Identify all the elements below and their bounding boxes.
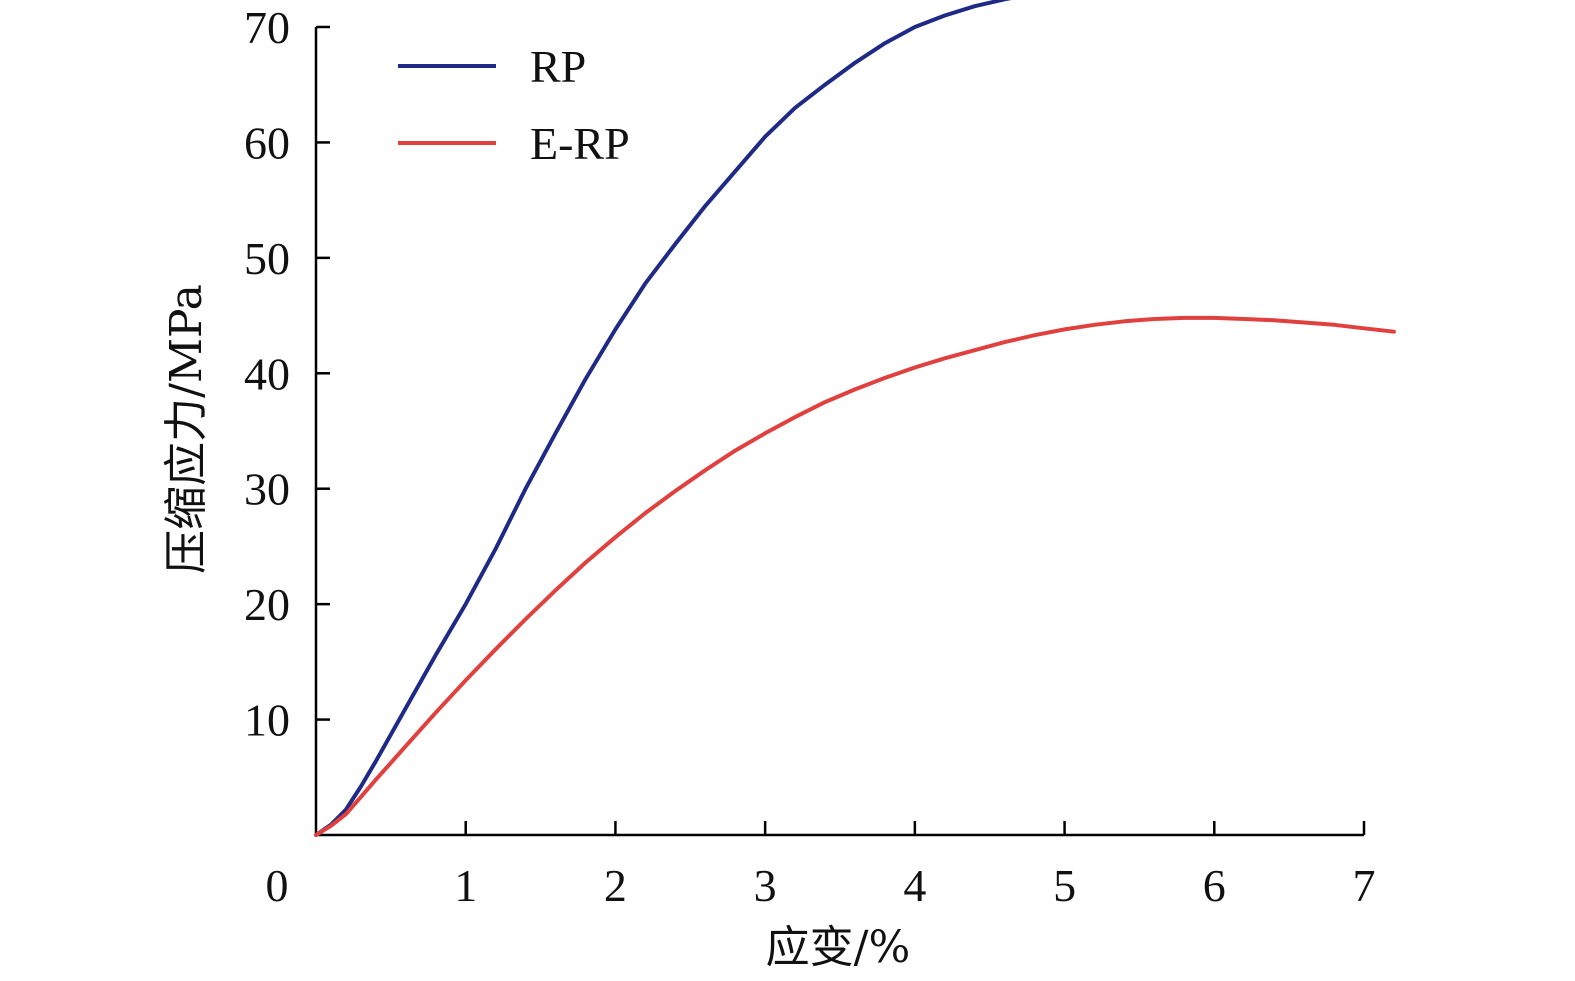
y-tick-label: 70 <box>244 2 290 53</box>
y-tick-label: 30 <box>244 464 290 515</box>
series-group <box>314 0 1396 837</box>
series-line-rp <box>314 0 1012 837</box>
axes: 1 2 3 4 5 6 7 10 20 30 40 50 60 70 <box>244 2 1376 911</box>
legend-label-e-rp: E-RP <box>530 118 630 169</box>
y-tick-label: 40 <box>244 348 290 399</box>
x-tick-label: 4 <box>903 860 926 911</box>
x-tick-label: 1 <box>454 860 477 911</box>
series-line-e-rp <box>314 315 1396 837</box>
y-tick-label: 20 <box>244 579 290 630</box>
x-tick-label: 2 <box>604 860 627 911</box>
x-tick-label: 7 <box>1353 860 1376 911</box>
origin-tick-label: 0 <box>266 860 289 911</box>
x-tick-label: 3 <box>754 860 777 911</box>
x-axis-title: 应变/% <box>766 922 911 973</box>
y-tick-label: 10 <box>244 695 290 746</box>
legend: RP E-RP <box>398 41 630 169</box>
y-tick-label: 50 <box>244 233 290 284</box>
x-tick-label: 5 <box>1053 860 1076 911</box>
legend-label-rp: RP <box>530 41 586 92</box>
y-tick-label: 60 <box>244 117 290 168</box>
y-axis-title: 压缩应力/MPa <box>161 284 212 574</box>
x-tick-label: 6 <box>1203 860 1226 911</box>
